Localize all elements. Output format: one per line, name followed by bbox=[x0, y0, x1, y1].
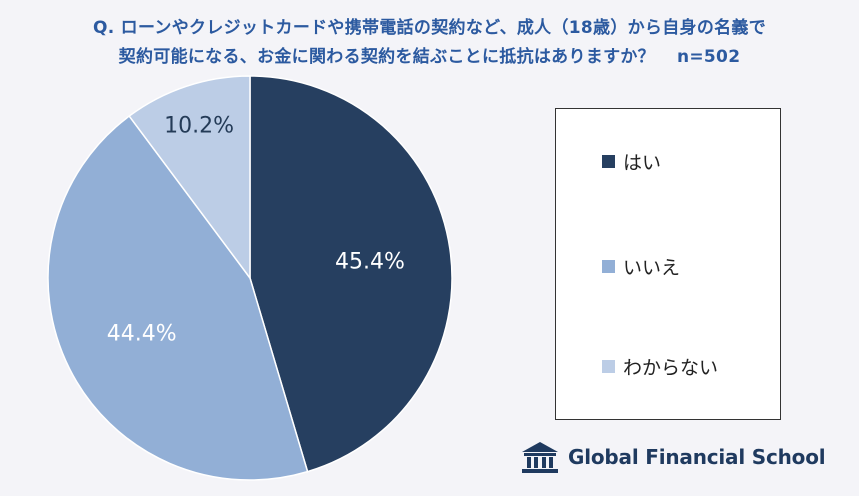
data-label-yes: 45.4% bbox=[335, 250, 405, 275]
legend-item-unknown: わからない bbox=[602, 352, 718, 380]
chart-title: Q. ローンやクレジットカードや携帯電話の契約など、成人（18歳）から自身の名義… bbox=[0, 14, 859, 72]
data-label-no: 44.4% bbox=[107, 321, 177, 346]
pie-slice-yes bbox=[249, 75, 453, 473]
legend-item-no: いいえ bbox=[602, 252, 680, 280]
pie-slice-no bbox=[47, 115, 309, 481]
legend-swatch-unknown bbox=[602, 359, 615, 373]
title-line-1: Q. ローンやクレジットカードや携帯電話の契約など、成人（18歳）から自身の名義… bbox=[92, 18, 767, 38]
logo: Global Financial School bbox=[520, 440, 826, 474]
logo-text: Global Financial School bbox=[568, 445, 826, 469]
pie-slice-unknown bbox=[128, 75, 251, 281]
legend-swatch-no bbox=[602, 259, 615, 273]
title-line-2-text: 契約可能になる、お金に関わる契約を結ぶことに抵抗はありますか？ bbox=[118, 47, 655, 67]
title-line-2: 契約可能になる、お金に関わる契約を結ぶことに抵抗はありますか？ n=502 bbox=[0, 43, 859, 72]
legend-label-yes: はい bbox=[623, 151, 662, 174]
legend-label-no: いいえ bbox=[623, 256, 681, 279]
legend-item-yes: はい bbox=[602, 147, 661, 175]
school-building-icon bbox=[522, 442, 558, 473]
data-label-unknown: 10.2% bbox=[164, 114, 234, 139]
legend-label-unknown: わからない bbox=[623, 356, 719, 379]
legend-swatch-yes bbox=[602, 154, 615, 168]
legend: はい いいえ わからない bbox=[555, 108, 781, 420]
sample-size: n=502 bbox=[676, 47, 741, 67]
